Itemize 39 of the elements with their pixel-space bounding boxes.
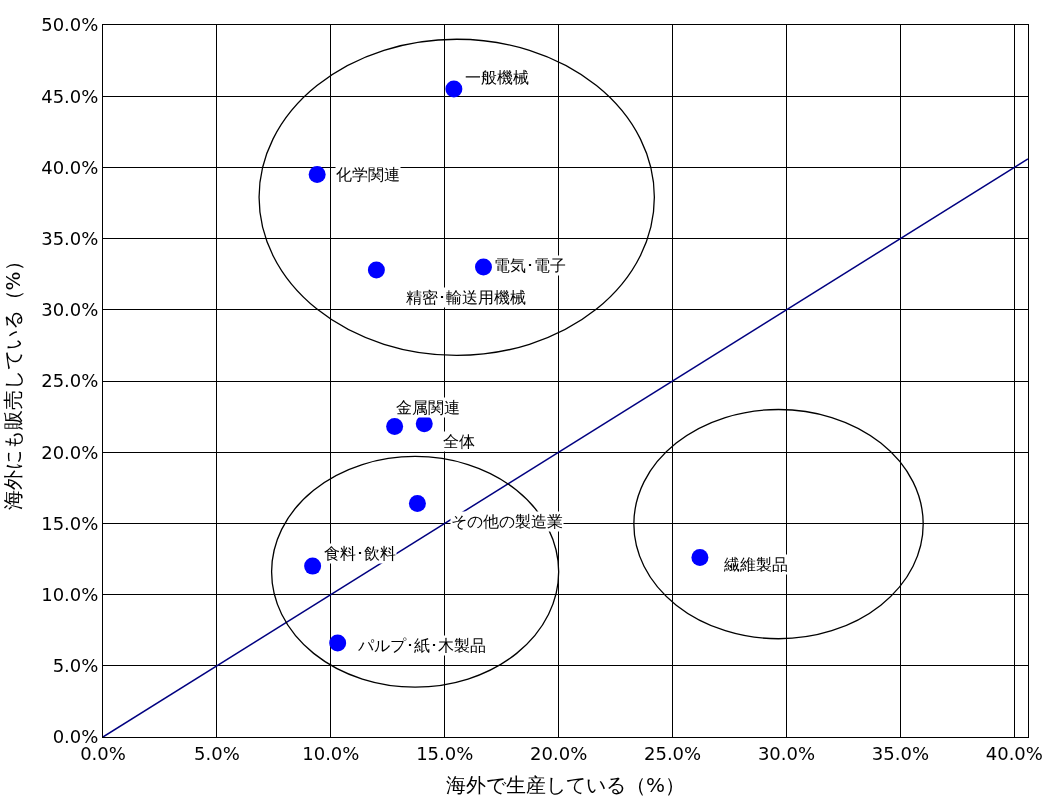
x-tick-label: 35.0%	[871, 742, 929, 764]
annotation: 電気･電子	[494, 256, 566, 275]
y-tick-label: 20.0%	[41, 441, 99, 463]
annotation: 繊維製品	[723, 555, 788, 574]
x-tick-label: 25.0%	[643, 742, 702, 764]
annotation: 化学関連	[336, 165, 400, 184]
x-tick-label: 30.0%	[757, 742, 816, 764]
x-tick-label: 10.0%	[302, 742, 360, 764]
annotation: 全体	[443, 432, 475, 451]
annotation: パルプ･紙･木製品	[357, 636, 486, 655]
y-tick-label: 10.0%	[41, 583, 99, 605]
annotation: 金属関連	[396, 398, 460, 417]
point	[408, 494, 426, 512]
y-tick-label: 15.0%	[41, 512, 99, 534]
point	[304, 557, 322, 575]
y-tick-label: 5.0%	[52, 655, 99, 677]
y-tick-label: 35.0%	[41, 227, 99, 249]
annotation: 一般機械	[465, 68, 529, 87]
point	[386, 418, 404, 436]
y-tick-label: 50.0%	[41, 14, 99, 36]
y-tick-label: 45.0%	[41, 85, 99, 107]
point	[367, 261, 385, 279]
annotation: その他の製造業	[451, 512, 563, 531]
y-tick-label: 40.0%	[41, 156, 99, 178]
y-tick-label: 30.0%	[41, 299, 99, 321]
point	[329, 634, 347, 652]
y-tick-label: 25.0%	[41, 370, 99, 392]
x-tick-label: 15.0%	[416, 742, 474, 764]
x-axis-title: 海外で生産している（%）	[445, 773, 686, 798]
point	[308, 166, 326, 184]
y-axis-title: 海外にも販売している（%）	[0, 251, 25, 511]
point	[474, 258, 492, 276]
annotation: 精密･輸送用機械	[406, 288, 526, 307]
x-tick-label: 40.0%	[985, 742, 1043, 764]
x-tick-label: 5.0%	[194, 742, 240, 764]
annotation: 食料･飲料	[324, 544, 396, 563]
x-tick-label: 20.0%	[530, 742, 588, 764]
point	[691, 549, 709, 567]
point	[445, 80, 463, 98]
